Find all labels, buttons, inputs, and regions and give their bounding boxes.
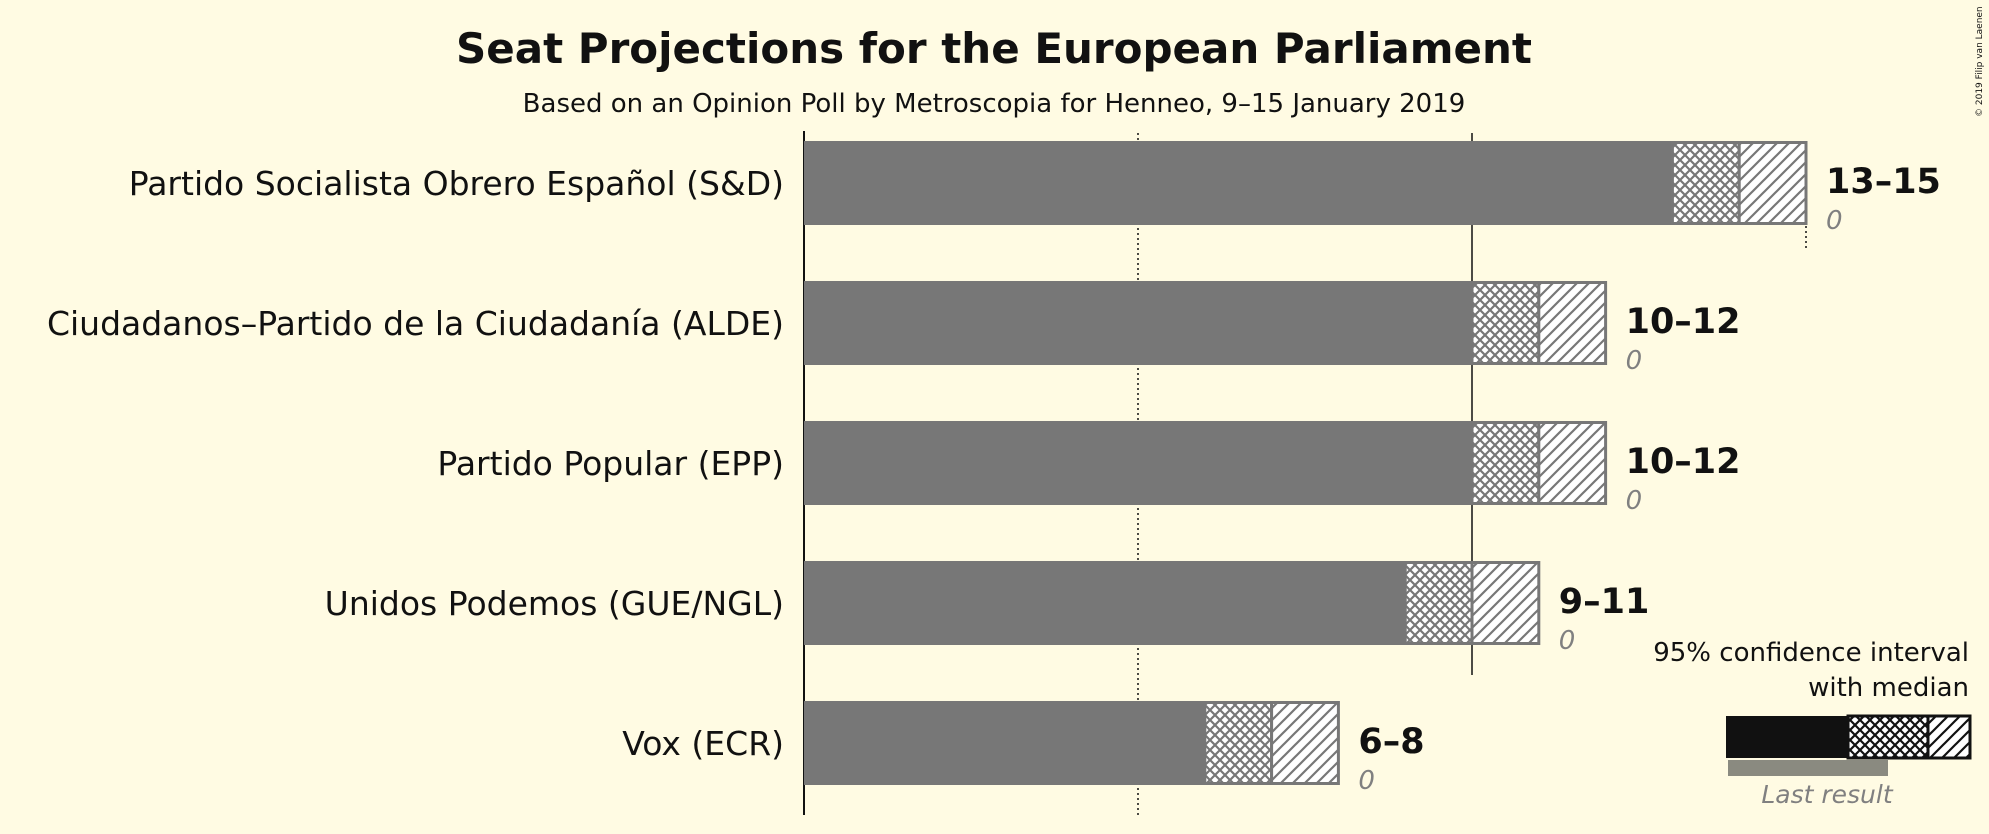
last-result-label: 0 [1559, 626, 1576, 656]
range-label: 6–8 [1358, 722, 1424, 762]
labels-group: Partido Socialista Obrero Español (S&D) 1… [47, 162, 1941, 796]
bar-ci-upper [1737, 141, 1808, 225]
bar-ci-upper [1537, 421, 1608, 505]
bar-ci-lower [1670, 141, 1741, 225]
legend-bar-hatch [1926, 714, 1972, 760]
legend-last-result-bar [1728, 760, 1888, 776]
legend-median-label: with median [1808, 673, 1969, 703]
last-result-label: 0 [1626, 346, 1643, 376]
bar-solid [804, 141, 1673, 225]
range-label: 13–15 [1826, 162, 1941, 202]
bar-solid [804, 701, 1205, 785]
party-label: Partido Socialista Obrero Español (S&D) [129, 164, 784, 203]
copyright-note: © 2019 Filip van Laenen [1975, 6, 1985, 117]
party-label: Vox (ECR) [622, 724, 784, 763]
legend: 95% confidence interval with median Last… [1653, 638, 1972, 809]
party-label: Ciudadanos–Partido de la Ciudadanía (ALD… [47, 304, 784, 343]
range-label: 10–12 [1626, 302, 1741, 342]
bars-group [804, 141, 1808, 785]
bar-solid [804, 281, 1472, 365]
bar-ci-upper [1537, 281, 1608, 365]
party-label: Unidos Podemos (GUE/NGL) [325, 584, 784, 623]
range-label: 10–12 [1626, 442, 1741, 482]
chart-subtitle: Based on an Opinion Poll by Metroscopia … [523, 89, 1466, 119]
last-result-label: 0 [1358, 766, 1375, 796]
party-label: Partido Popular (EPP) [437, 444, 784, 483]
last-result-label: 0 [1626, 486, 1643, 516]
legend-bar-crosshatch [1846, 714, 1930, 760]
bar-ci-lower [1470, 421, 1541, 505]
chart-title: Seat Projections for the European Parlia… [456, 24, 1532, 73]
legend-bar-solid [1726, 716, 1848, 758]
legend-last-result-label: Last result [1761, 780, 1893, 809]
bar-ci-upper [1270, 701, 1340, 785]
bar-solid [804, 421, 1472, 505]
bar-ci-lower [1403, 561, 1474, 645]
range-label: 9–11 [1559, 582, 1650, 622]
bar-ci-upper [1470, 561, 1541, 645]
legend-ci-label: 95% confidence interval [1653, 638, 1969, 668]
last-result-label: 0 [1826, 206, 1843, 236]
bar-ci-lower [1470, 281, 1541, 365]
bar-ci-lower [1203, 701, 1274, 785]
bar-solid [804, 561, 1406, 645]
